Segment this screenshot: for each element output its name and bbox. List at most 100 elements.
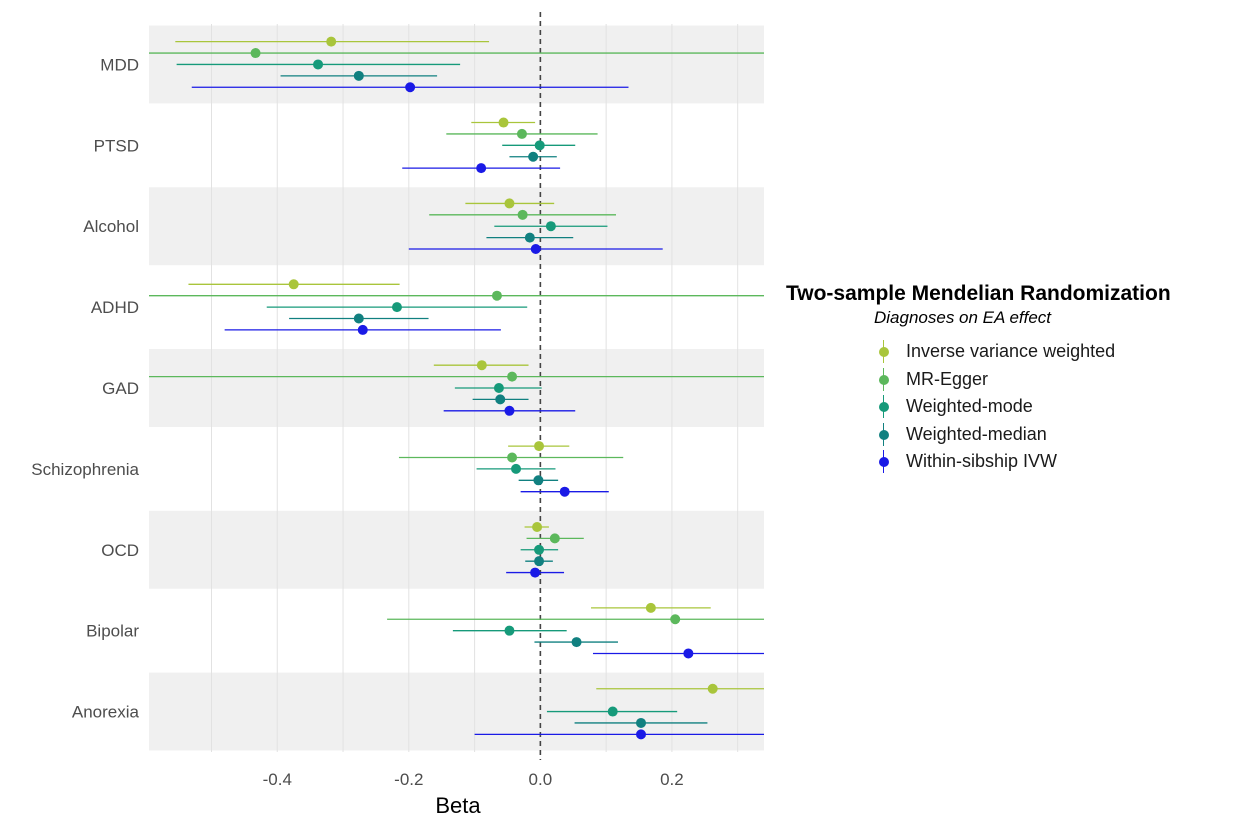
estimate-mark (429, 209, 617, 220)
point-estimate (326, 36, 337, 47)
point-estimate (524, 232, 535, 243)
point-estimate (559, 486, 570, 497)
estimate-mark (266, 302, 528, 313)
estimate-mark (526, 533, 584, 544)
point-estimate (530, 244, 541, 255)
point-estimate (530, 567, 541, 578)
y-tick-label: GAD (102, 379, 139, 398)
estimate-mark (591, 602, 711, 613)
point-estimate (507, 452, 518, 463)
legend-item: Weighted-mode (874, 393, 1242, 421)
estimate-mark (476, 463, 556, 474)
estimate-mark (520, 544, 559, 555)
estimate-mark (452, 625, 567, 636)
point-estimate (670, 614, 681, 625)
point-estimate (288, 279, 299, 290)
legend-label: Weighted-median (906, 423, 1047, 444)
estimate-mark (494, 221, 608, 232)
estimate-mark (506, 567, 565, 578)
estimate-mark (176, 59, 461, 70)
point-estimate (353, 313, 364, 324)
estimate-mark (224, 324, 501, 335)
point-estimate (645, 602, 656, 613)
point-estimate (532, 521, 543, 532)
estimate-mark (408, 244, 663, 255)
estimate-mark (534, 637, 618, 648)
point-estimate (683, 648, 694, 659)
y-tick-label: PTSD (94, 136, 139, 155)
legend-key (874, 338, 894, 365)
point-estimate (636, 729, 646, 740)
estimate-mark (472, 394, 529, 405)
point-estimate (545, 221, 556, 232)
legend-key (874, 393, 894, 420)
x-tick-label: -0.4 (263, 770, 292, 789)
point-estimate (534, 140, 545, 151)
estimate-mark (509, 151, 557, 162)
estimate-mark (149, 371, 764, 382)
row-band (149, 510, 764, 589)
point-estimate (498, 117, 509, 128)
legend-label: Within-sibship IVW (906, 451, 1058, 472)
point-estimate (571, 637, 582, 648)
legend-label: Inverse variance weighted (906, 341, 1116, 362)
estimate-mark (518, 475, 559, 486)
point-estimate (516, 128, 527, 139)
estimate-mark (398, 452, 624, 463)
point-estimate (476, 360, 487, 371)
y-tick-label: MDD (100, 55, 139, 74)
estimate-mark (289, 313, 429, 324)
point-estimate (533, 475, 544, 486)
point-estimate (493, 383, 504, 393)
estimate-mark (433, 360, 529, 371)
estimate-mark (443, 405, 576, 416)
point-estimate (507, 371, 518, 382)
point-estimate (504, 625, 515, 636)
y-tick-label: Alcohol (83, 217, 139, 236)
estimate-mark (149, 290, 764, 301)
estimate-mark (454, 383, 542, 393)
point-estimate (511, 463, 522, 474)
estimate-mark (471, 117, 536, 128)
estimate-mark (524, 521, 549, 532)
point-estimate (549, 533, 560, 544)
y-tick-label: OCD (101, 541, 139, 560)
point-estimate (250, 48, 261, 59)
point-estimate (504, 198, 515, 209)
estimate-mark (191, 82, 629, 93)
legend-label: Weighted-mode (906, 396, 1033, 417)
point-estimate (491, 290, 502, 301)
estimate-mark (508, 441, 570, 452)
legend-item: Inverse variance weighted (874, 338, 1242, 366)
estimate-mark (525, 556, 553, 567)
legend-key (874, 366, 894, 393)
legend-label: MR-Egger (906, 368, 989, 389)
vertical-gridlines (210, 24, 739, 752)
legend-title: Two-sample Mendelian Randomization (786, 282, 1171, 305)
estimate-mark (502, 140, 576, 151)
estimate-mark (486, 232, 574, 243)
estimate-mark (149, 48, 764, 59)
legend-item: Weighted-median (874, 421, 1242, 449)
row-band (149, 187, 764, 266)
point-estimate (534, 441, 545, 452)
estimate-mark (188, 279, 400, 290)
point-estimate (353, 70, 364, 81)
point-estimate (636, 717, 646, 728)
point-estimate (517, 209, 528, 220)
estimate-mark (175, 36, 490, 47)
estimate-mark (280, 70, 438, 81)
row-bands (149, 25, 764, 751)
legend: Two-sample Mendelian Randomization Diagn… (778, 282, 1242, 476)
point-estimate (534, 556, 545, 567)
estimate-mark (402, 163, 561, 174)
legend-item: MR-Egger (874, 366, 1242, 394)
estimate-marks (149, 36, 764, 740)
y-axis-labels: MDD PTSD Alcohol ADHD GAD Schizophrenia OCD Bip… (31, 55, 139, 721)
estimate-mark (574, 717, 708, 728)
y-tick-label: Anorexia (72, 703, 140, 722)
point-estimate (607, 706, 618, 717)
estimate-mark (474, 729, 764, 740)
point-estimate (534, 544, 545, 555)
